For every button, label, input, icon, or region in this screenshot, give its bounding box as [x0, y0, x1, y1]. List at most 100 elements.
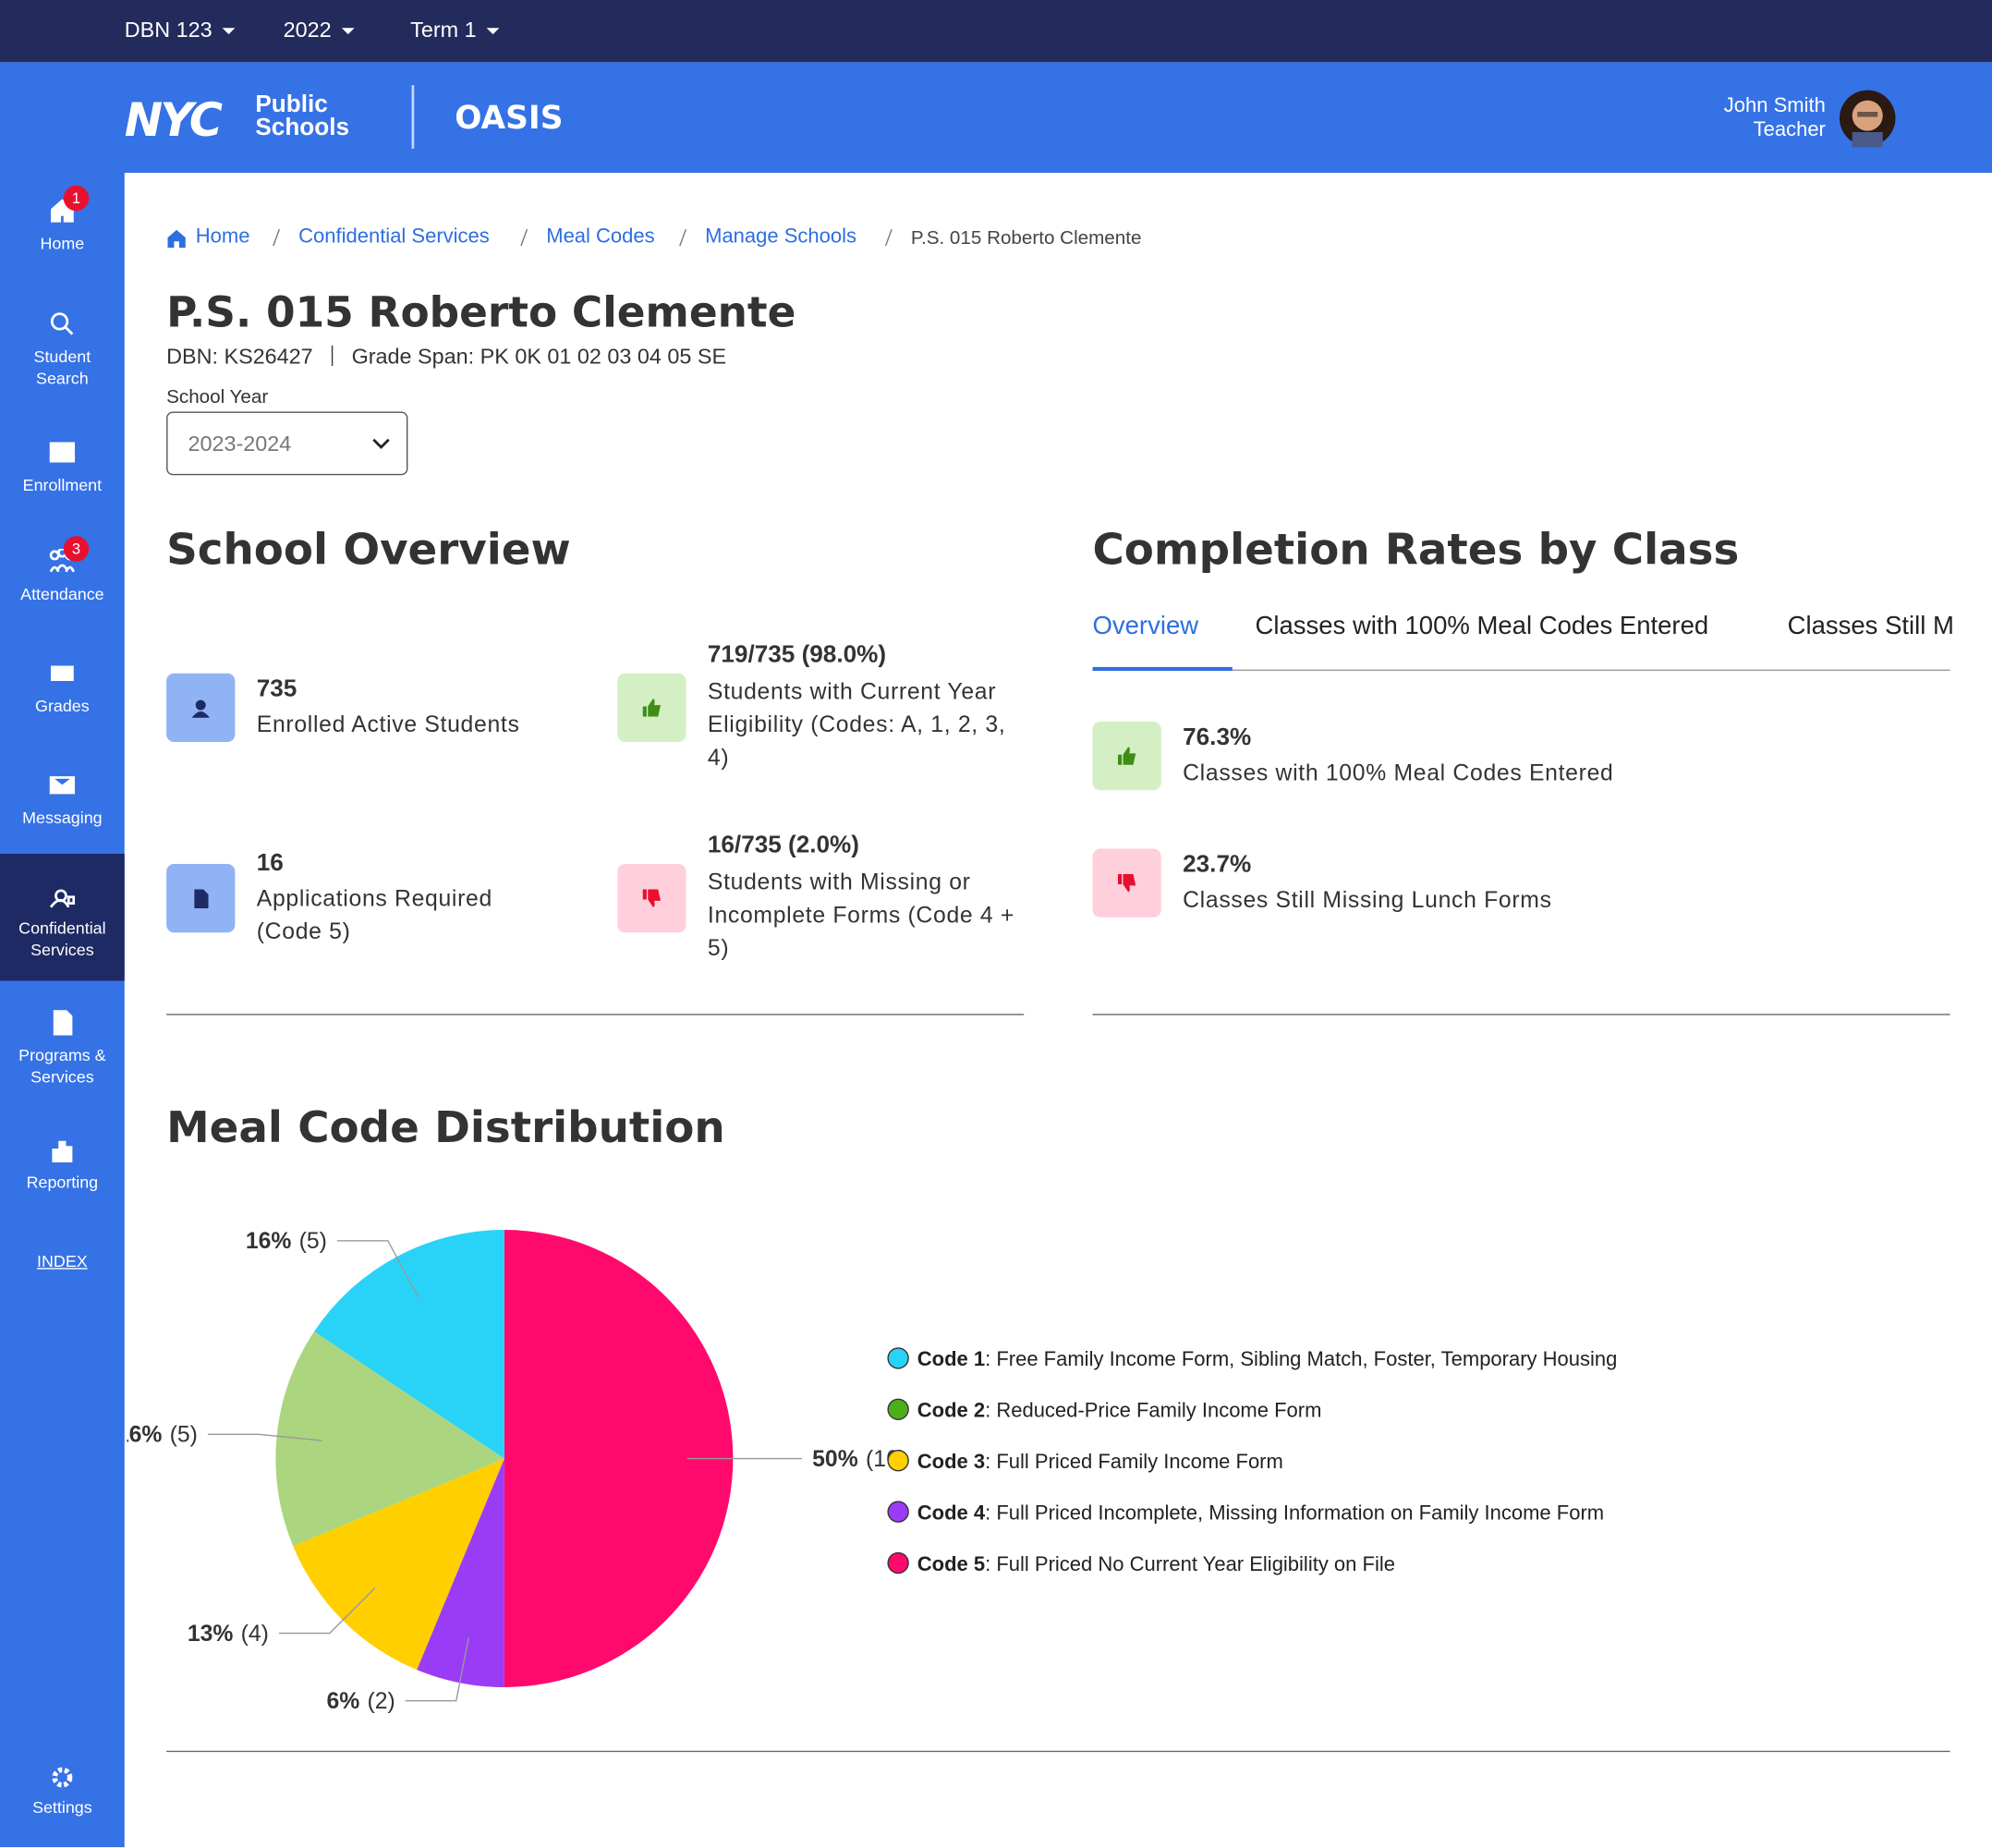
nav-icon: [49, 442, 76, 463]
chart-title: Meal Code Distribution: [166, 1102, 725, 1154]
index-link[interactable]: INDEX: [37, 1251, 88, 1270]
section-title: Completion Rates by Class: [1092, 524, 1740, 576]
card-value: 76.3%: [1183, 723, 1252, 751]
leader-line: [278, 1587, 376, 1635]
card-icon: [617, 864, 686, 933]
count-label: (2): [367, 1689, 395, 1714]
card-label: Classes Still Missing Lunch Forms: [1183, 886, 1552, 913]
selector[interactable]: Term 1: [410, 18, 500, 43]
card-icon: [617, 673, 686, 742]
legend-entry: Code 4: Full Priced Incomplete, Missing …: [917, 1501, 1604, 1524]
card-label: Students with Missing or Incomplete Form…: [707, 869, 1015, 961]
card-value: 16/735 (2.0%): [707, 832, 859, 859]
tab[interactable]: Classes Still Missing Lunch Forms: [1787, 612, 1953, 640]
legend-code: Code 3: [917, 1450, 985, 1473]
selectors: DBN 123 2022 Term 1: [0, 0, 1992, 62]
legend-marker: [887, 1347, 909, 1369]
nav-item[interactable]: Enrollment: [22, 475, 103, 494]
breadcrumb-item[interactable]: Manage Schools: [705, 225, 857, 249]
chevron: [372, 438, 390, 449]
card-icon: [1092, 722, 1161, 791]
nav-item[interactable]: Messaging: [22, 808, 103, 828]
slice-label: 13% (4): [188, 1622, 269, 1647]
icon-glyph: [642, 699, 661, 717]
breadcrumb-item[interactable]: Confidential Services: [298, 225, 490, 249]
card-value: 735: [256, 675, 298, 703]
percent-label: 13%: [188, 1622, 234, 1647]
nav-item[interactable]: Grades: [35, 696, 90, 716]
breadcrumb-separator: [520, 228, 528, 247]
legend-code: Code 4: [917, 1501, 986, 1524]
slice-label: 16% (5): [246, 1229, 327, 1254]
grade-span: PK 0K 01 02 03 04 05 SE: [480, 344, 727, 369]
avatar[interactable]: [1839, 89, 1897, 148]
icon-shape: [191, 699, 210, 718]
nav-icon: [53, 1010, 73, 1036]
legend-description: : Free Family Income Form, Sibling Match…: [985, 1347, 1617, 1370]
caret: [486, 28, 500, 35]
count-label: (4): [241, 1622, 269, 1647]
tab-indicator: [1092, 666, 1233, 671]
year-value: 2023-2024: [188, 432, 292, 456]
nav-item[interactable]: Home: [40, 234, 85, 253]
year-label: School Year: [166, 386, 269, 408]
icon-shape: [51, 665, 74, 681]
active-highlight: [0, 854, 125, 981]
tab[interactable]: Overview: [1092, 612, 1199, 640]
slice-label: 6% (2): [326, 1689, 395, 1714]
divider: [1092, 1014, 1950, 1015]
selector[interactable]: DBN 123: [125, 18, 236, 43]
icon-shape: [51, 312, 74, 335]
nav-item[interactable]: Attendance: [20, 584, 104, 604]
card-label: Students with Current Year Eligibility (…: [707, 678, 1006, 771]
settings-icon: [52, 1767, 73, 1788]
pie-chart: 50%(16)6%(2)13%(4)16%(5)16%(5)Code 1: Fr…: [128, 1229, 1618, 1714]
breadcrumb-separator: [679, 228, 687, 247]
logo-line: Public: [255, 91, 328, 118]
selector[interactable]: 2022: [284, 18, 355, 43]
icon-shape: [642, 889, 661, 907]
breadcrumb-item[interactable]: Meal Codes: [546, 225, 655, 249]
nav-icon: [49, 889, 76, 908]
nav-item[interactable]: Confidential Services: [18, 918, 106, 960]
icon-glyph: [642, 889, 661, 907]
card-icon: [166, 673, 236, 742]
school-meta: DBN: KS26427 Grade Span: PK 0K 01 02 03 …: [166, 345, 726, 371]
nav-item[interactable]: Student Search: [33, 346, 91, 388]
pie-slice: [504, 1230, 734, 1687]
header: NYC Public Schools OASIS John Smith Teache…: [0, 62, 1992, 173]
legend-marker: [887, 1450, 909, 1472]
label: Grade Span:: [351, 344, 475, 369]
user-name: John Smith: [1723, 95, 1826, 117]
icon-shape: [49, 889, 76, 908]
card-label: Applications Required (Code 5): [256, 885, 492, 944]
legend-marker: [887, 1398, 909, 1420]
app-name[interactable]: OASIS: [455, 99, 564, 137]
pie-slice: [314, 1230, 504, 1459]
leader-line: [405, 1637, 469, 1702]
nav-item[interactable]: Programs & Services: [18, 1045, 106, 1087]
card-label: Classes with 100% Meal Codes Entered: [1183, 760, 1614, 785]
nav-item[interactable]: Settings: [32, 1797, 92, 1818]
user[interactable]: John Smith Teacher: [1724, 94, 1826, 142]
school-name: P.S. 015 Roberto Clemente: [166, 286, 796, 337]
home-icon: [167, 229, 186, 249]
legend-description: : Reduced-Price Family Income Form: [985, 1399, 1321, 1422]
percent-label: 16%: [128, 1423, 163, 1448]
tab-rule: [1092, 669, 1950, 671]
selector-label: Term 1: [410, 18, 477, 43]
nav-item[interactable]: Reporting: [26, 1173, 99, 1192]
leader-line: [336, 1240, 419, 1298]
divider: [411, 85, 415, 149]
nav-icon: [51, 665, 74, 681]
icon-shape: [194, 889, 209, 909]
legend-code: Code 2: [917, 1399, 985, 1422]
breadcrumb-separator: [884, 228, 893, 247]
year-select[interactable]: 2023-2024: [166, 411, 408, 476]
breadcrumb-item[interactable]: Home: [195, 225, 250, 249]
user-role: Teacher: [1753, 119, 1826, 141]
badge: 3: [63, 536, 90, 562]
icon-shape: [1118, 747, 1136, 765]
tab[interactable]: Classes with 100% Meal Codes Entered: [1255, 612, 1709, 640]
